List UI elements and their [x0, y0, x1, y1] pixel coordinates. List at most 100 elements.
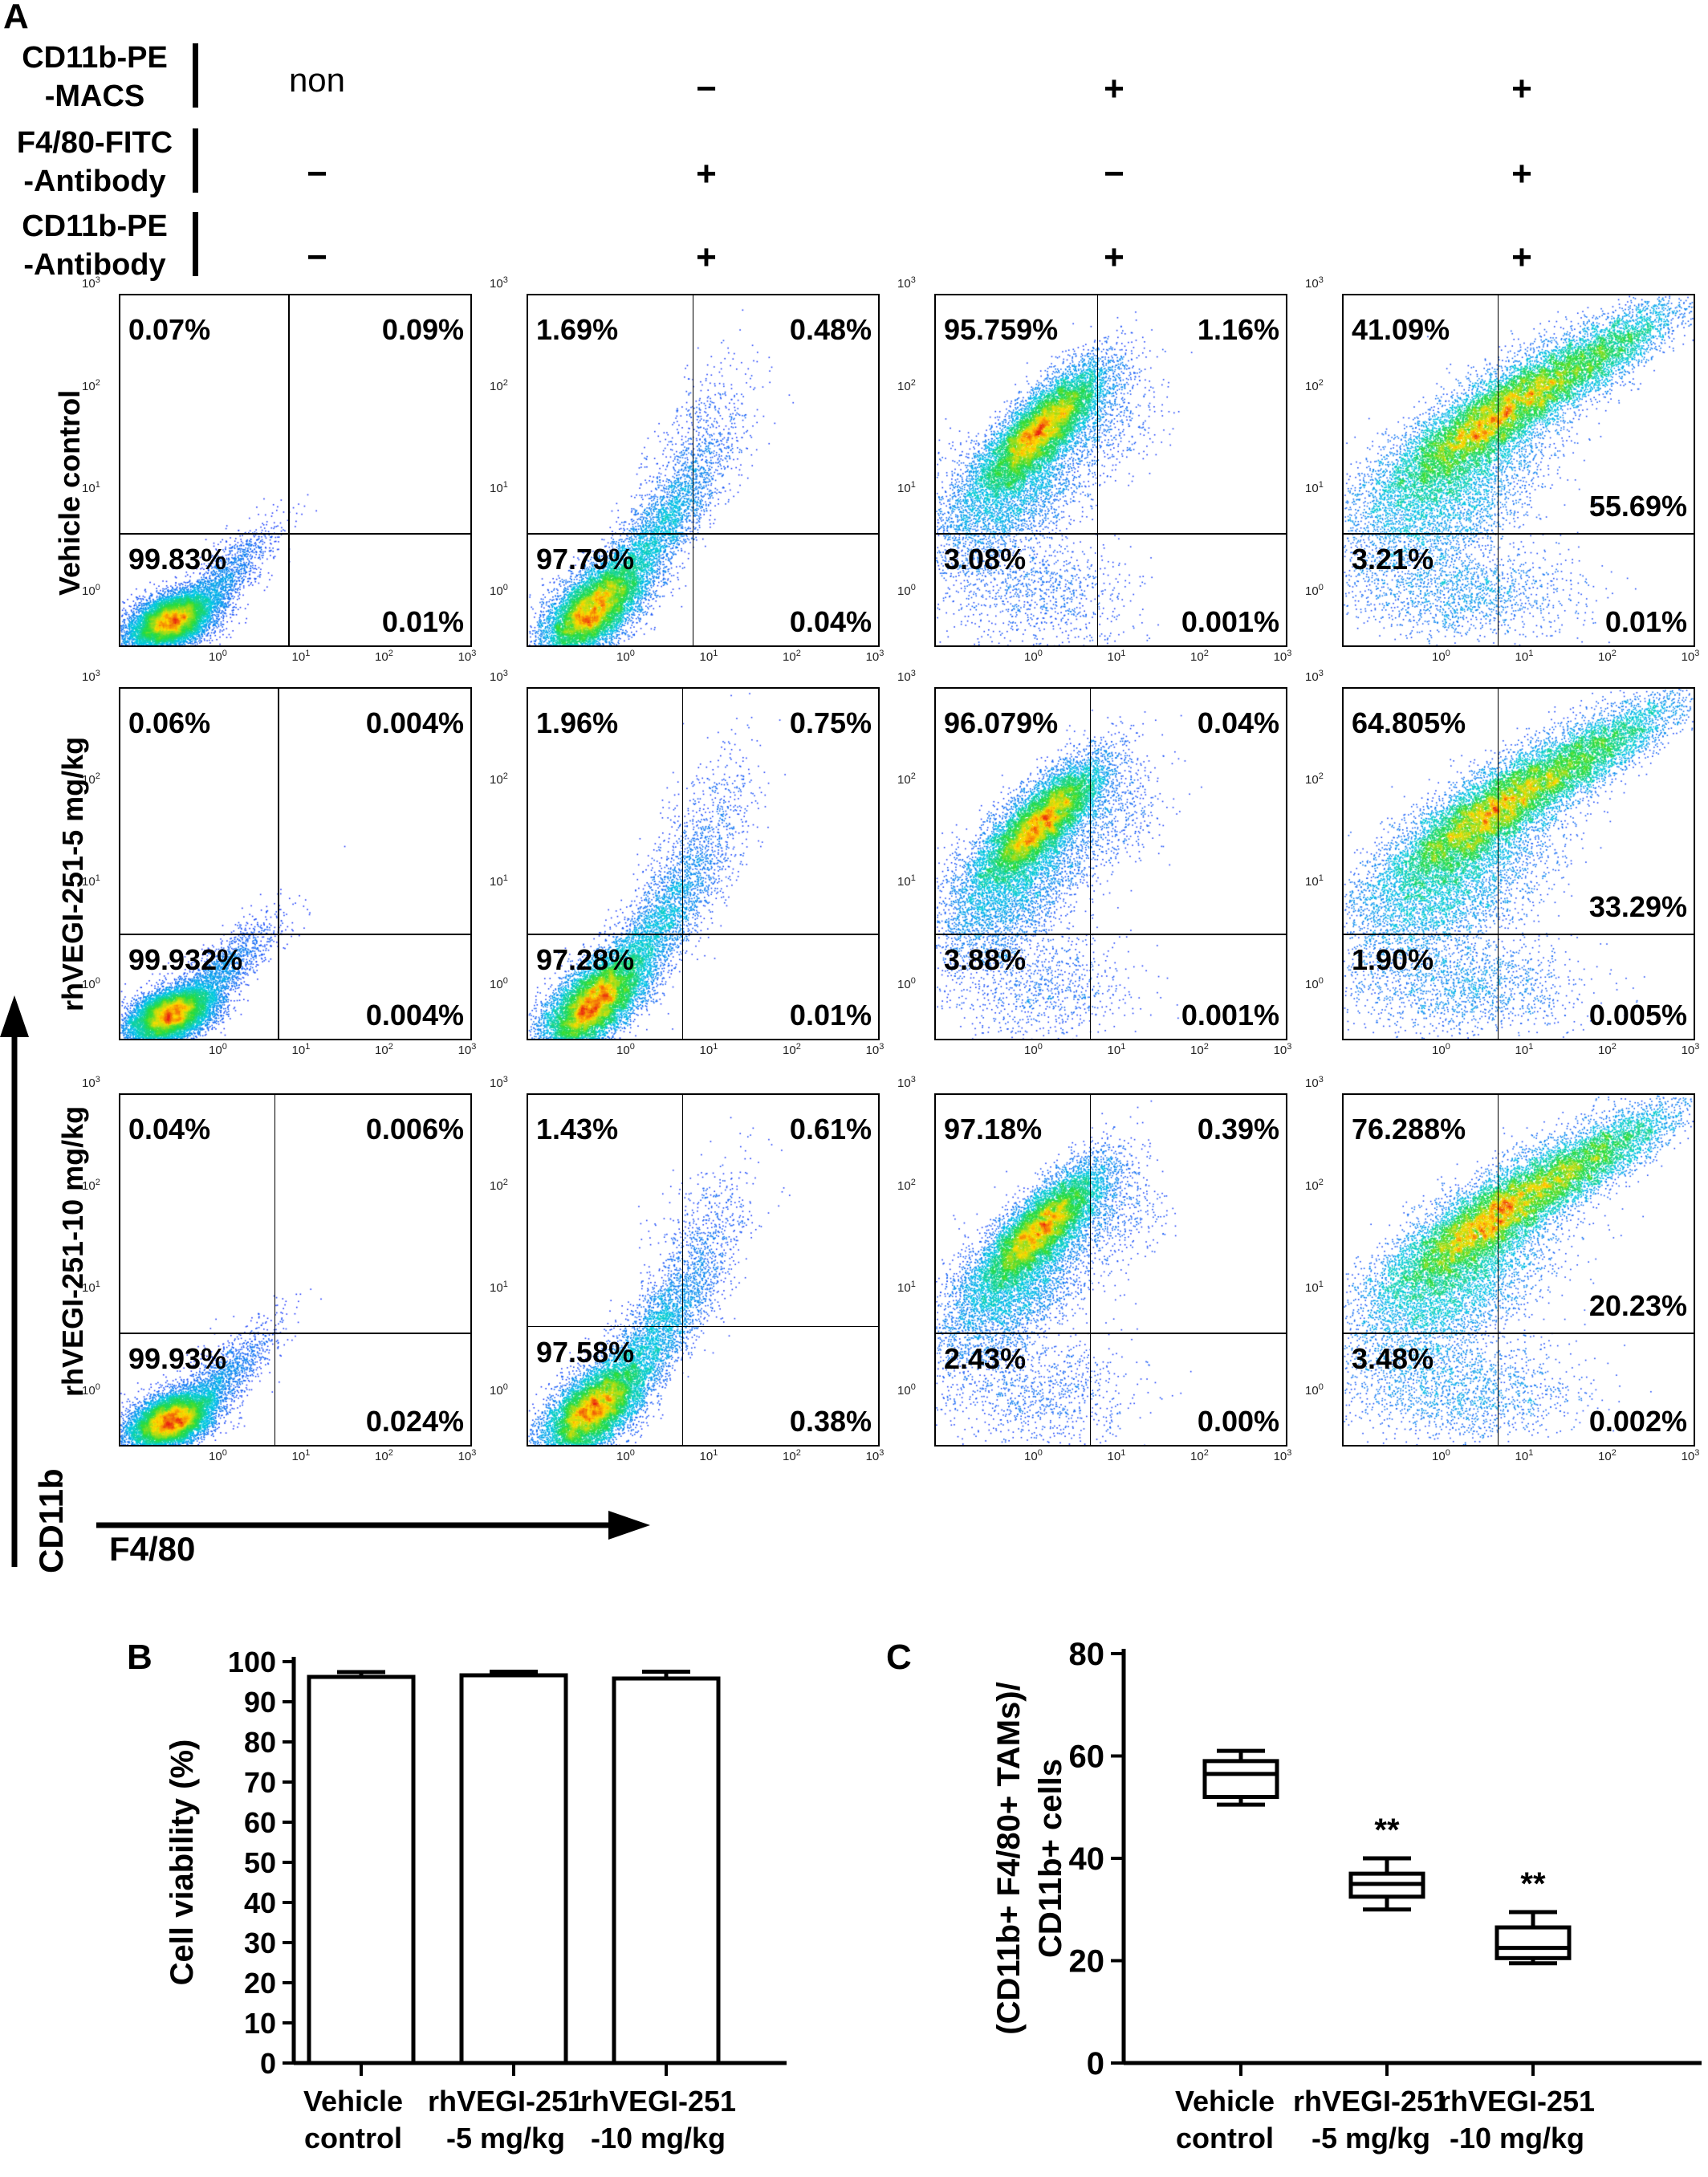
quadrant-gate-horizontal	[120, 533, 470, 535]
condition-label: F4/80-FITC -Antibody	[6, 124, 183, 201]
quadrant-gate-horizontal	[936, 934, 1286, 935]
x-tick-label: rhVEGI-251	[1293, 2085, 1449, 2118]
y-tick-label: 80	[244, 1726, 276, 1759]
quadrant-gate-horizontal	[120, 1333, 470, 1334]
y-tick-label: 102	[897, 771, 916, 787]
x-tick-label: rhVEGI-251	[1439, 2085, 1595, 2118]
x-tick-label: 100	[209, 1042, 227, 1057]
y-tick-label: 101	[1305, 873, 1324, 889]
plus-symbol: +	[1511, 69, 1532, 108]
y-tick-label: 102	[82, 1177, 100, 1193]
y-tick-label: 100	[490, 1382, 508, 1398]
quadrant-percent-ll: 97.58%	[536, 1335, 635, 1369]
x-tick-label: 102	[783, 1042, 801, 1057]
y-tick-label: 102	[82, 377, 100, 393]
quadrant-percent-lr: 0.002%	[1588, 1405, 1687, 1438]
x-tick-label: 102	[783, 649, 801, 664]
y-axis-label-line: CD11b+ cells	[1033, 1759, 1068, 1958]
quadrant-percent-ll: 99.932%	[128, 943, 243, 977]
y-tick-label: 100	[1305, 583, 1324, 598]
quadrant-gate-vertical	[681, 689, 684, 1039]
quadrant-gate-vertical	[1497, 1095, 1499, 1445]
quadrant-gate-horizontal	[1344, 934, 1694, 935]
y-tick-label: 90	[244, 1686, 276, 1719]
x-tick-label: 102	[1190, 649, 1209, 664]
x-tick-label: 101	[699, 1042, 718, 1057]
y-tick-label: 100	[490, 976, 508, 991]
quadrant-percent-mid: 20.23%	[1588, 1289, 1687, 1323]
x-tick-label: -5 mg/kg	[446, 2122, 565, 2155]
scatter-density	[120, 295, 470, 645]
y-tick-label: 102	[490, 1177, 508, 1193]
x-tick-label: 100	[616, 649, 635, 664]
x-tick-label: 101	[1515, 649, 1534, 664]
quadrant-percent-ur: 0.61%	[789, 1113, 872, 1145]
quadrant-percent-ll: 97.79%	[536, 543, 635, 576]
quadrant-percent-ll: 99.83%	[128, 543, 227, 576]
y-axis-label: Cell viability (%)	[165, 1740, 200, 1986]
scatter-density	[936, 1095, 1286, 1445]
quadrant-gate-horizontal	[528, 533, 878, 535]
y-tick-label: 103	[897, 1075, 916, 1091]
x-tick-label: 102	[1598, 649, 1616, 664]
flow-plot: 96.079% 0.04% 3.88% 0.001%	[934, 687, 1287, 1040]
quadrant-gate-horizontal	[1344, 1333, 1694, 1334]
x-tick-label: 100	[1024, 1448, 1043, 1463]
x-tick-label: 103	[1681, 649, 1700, 664]
x-tick-label: 103	[458, 649, 477, 664]
quadrant-percent-ul: 0.07%	[128, 313, 211, 346]
quadrant-percent-lr: 0.00%	[1197, 1405, 1279, 1438]
x-tick-label: -10 mg/kg	[591, 2122, 726, 2155]
flow-plot: 64.805% 1.90% 0.005% 33.29%	[1342, 687, 1695, 1040]
quadrant-percent-ur: 0.006%	[365, 1113, 464, 1145]
y-tick-label: 101	[897, 1280, 916, 1296]
y-tick-label: 103	[897, 669, 916, 685]
y-tick-label: 20	[244, 1967, 276, 2000]
x-tick-label: 100	[209, 649, 227, 664]
minus-symbol: −	[1104, 154, 1124, 193]
quadrant-percent-ul: 76.288%	[1352, 1113, 1466, 1145]
x-tick-label: rhVEGI-251	[428, 2085, 584, 2118]
quadrant-gate-horizontal	[936, 533, 1286, 535]
condition-label: CD11b-PE -MACS	[6, 39, 183, 116]
x-tick-label: 102	[1190, 1042, 1209, 1057]
y-tick-label: 102	[490, 771, 508, 787]
scatter-density	[1344, 689, 1694, 1039]
flow-plot: 97.18% 0.39% 2.43% 0.00%	[934, 1093, 1287, 1447]
quadrant-percent-lr: 0.024%	[365, 1405, 464, 1438]
quadrant-gate-vertical	[692, 295, 694, 645]
x-tick-label: -5 mg/kg	[1312, 2122, 1430, 2155]
x-tick-label: 102	[1598, 1448, 1616, 1463]
x-tick-label: rhVEGI-251	[580, 2085, 736, 2118]
y-tick-label: 0	[1087, 2046, 1104, 2081]
y-tick-label: 40	[244, 1886, 276, 1919]
y-tick-label: 103	[1305, 275, 1324, 291]
quadrant-percent-lr: 0.01%	[381, 605, 464, 638]
x-tick-label: Vehicle	[303, 2085, 403, 2118]
quadrant-percent-ul: 1.96%	[536, 706, 619, 739]
plus-symbol: +	[696, 238, 717, 277]
x-tick-label: 102	[375, 1448, 393, 1463]
x-tick-label: 101	[1107, 1042, 1126, 1057]
y-tick-label: 103	[1305, 669, 1324, 685]
scatter-density	[120, 689, 470, 1039]
y-tick-label: 101	[1305, 1280, 1324, 1296]
panel-c-label: C	[886, 1638, 912, 1677]
plus-symbol: +	[1104, 238, 1124, 277]
x-tick-label: 101	[699, 649, 718, 664]
y-tick-label: 102	[82, 771, 100, 787]
quadrant-percent-ur: 0.04%	[1197, 706, 1279, 739]
condition-bar	[193, 128, 198, 193]
y-tick-label: 101	[897, 873, 916, 889]
y-tick-label: 100	[1305, 1382, 1324, 1398]
quadrant-percent-lr: 0.01%	[1604, 605, 1687, 638]
y-axis-label-line: (CD11b+ F4/80+ TAMs)/	[991, 1682, 1027, 2034]
x-tick-label: 100	[1024, 649, 1043, 664]
scatter-density	[936, 689, 1286, 1039]
y-tick-label: 101	[490, 873, 508, 889]
condition-label-line: CD11b-PE	[22, 41, 168, 75]
x-tick-label: Vehicle	[1175, 2085, 1275, 2118]
plus-symbol: +	[1511, 238, 1532, 277]
quadrant-percent-ul: 97.18%	[944, 1113, 1043, 1145]
y-tick-label: 40	[1069, 1841, 1105, 1877]
